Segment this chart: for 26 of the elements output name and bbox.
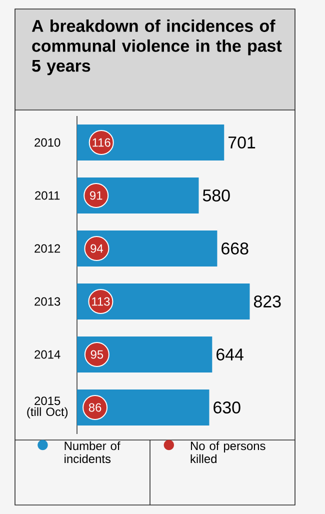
- data-label: 644: [216, 348, 244, 360]
- bar: [77, 283, 250, 320]
- y-tick-label: 2014: [34, 350, 60, 359]
- y-tick-label: 2010: [34, 138, 60, 147]
- data-label: 668: [222, 242, 248, 254]
- chart-title: A breakdown of incidences of communal violence in the past 5 years: [32, 20, 282, 76]
- bar: [77, 389, 210, 426]
- data-label: 94: [90, 244, 104, 253]
- data-label: 116: [92, 138, 110, 147]
- bar: [77, 124, 224, 161]
- bar: [77, 336, 212, 373]
- y-tick-label: 2015 (till Oct): [27, 396, 68, 418]
- legend-label: Number of incidents: [64, 441, 120, 464]
- data-label: 580: [202, 189, 230, 202]
- data-label: 823: [254, 295, 281, 308]
- legend-label: No of persons killed: [190, 441, 266, 464]
- data-label: 701: [228, 136, 256, 148]
- data-label: 113: [92, 297, 110, 306]
- data-label: 91: [90, 191, 102, 200]
- data-label: 630: [214, 401, 240, 414]
- y-tick-label: 2013: [34, 297, 60, 306]
- y-tick-label: 2011: [35, 191, 60, 200]
- data-label: 86: [88, 403, 102, 412]
- bar: [77, 230, 218, 267]
- data-label: 95: [90, 350, 104, 359]
- y-tick-label: 2012: [34, 244, 60, 253]
